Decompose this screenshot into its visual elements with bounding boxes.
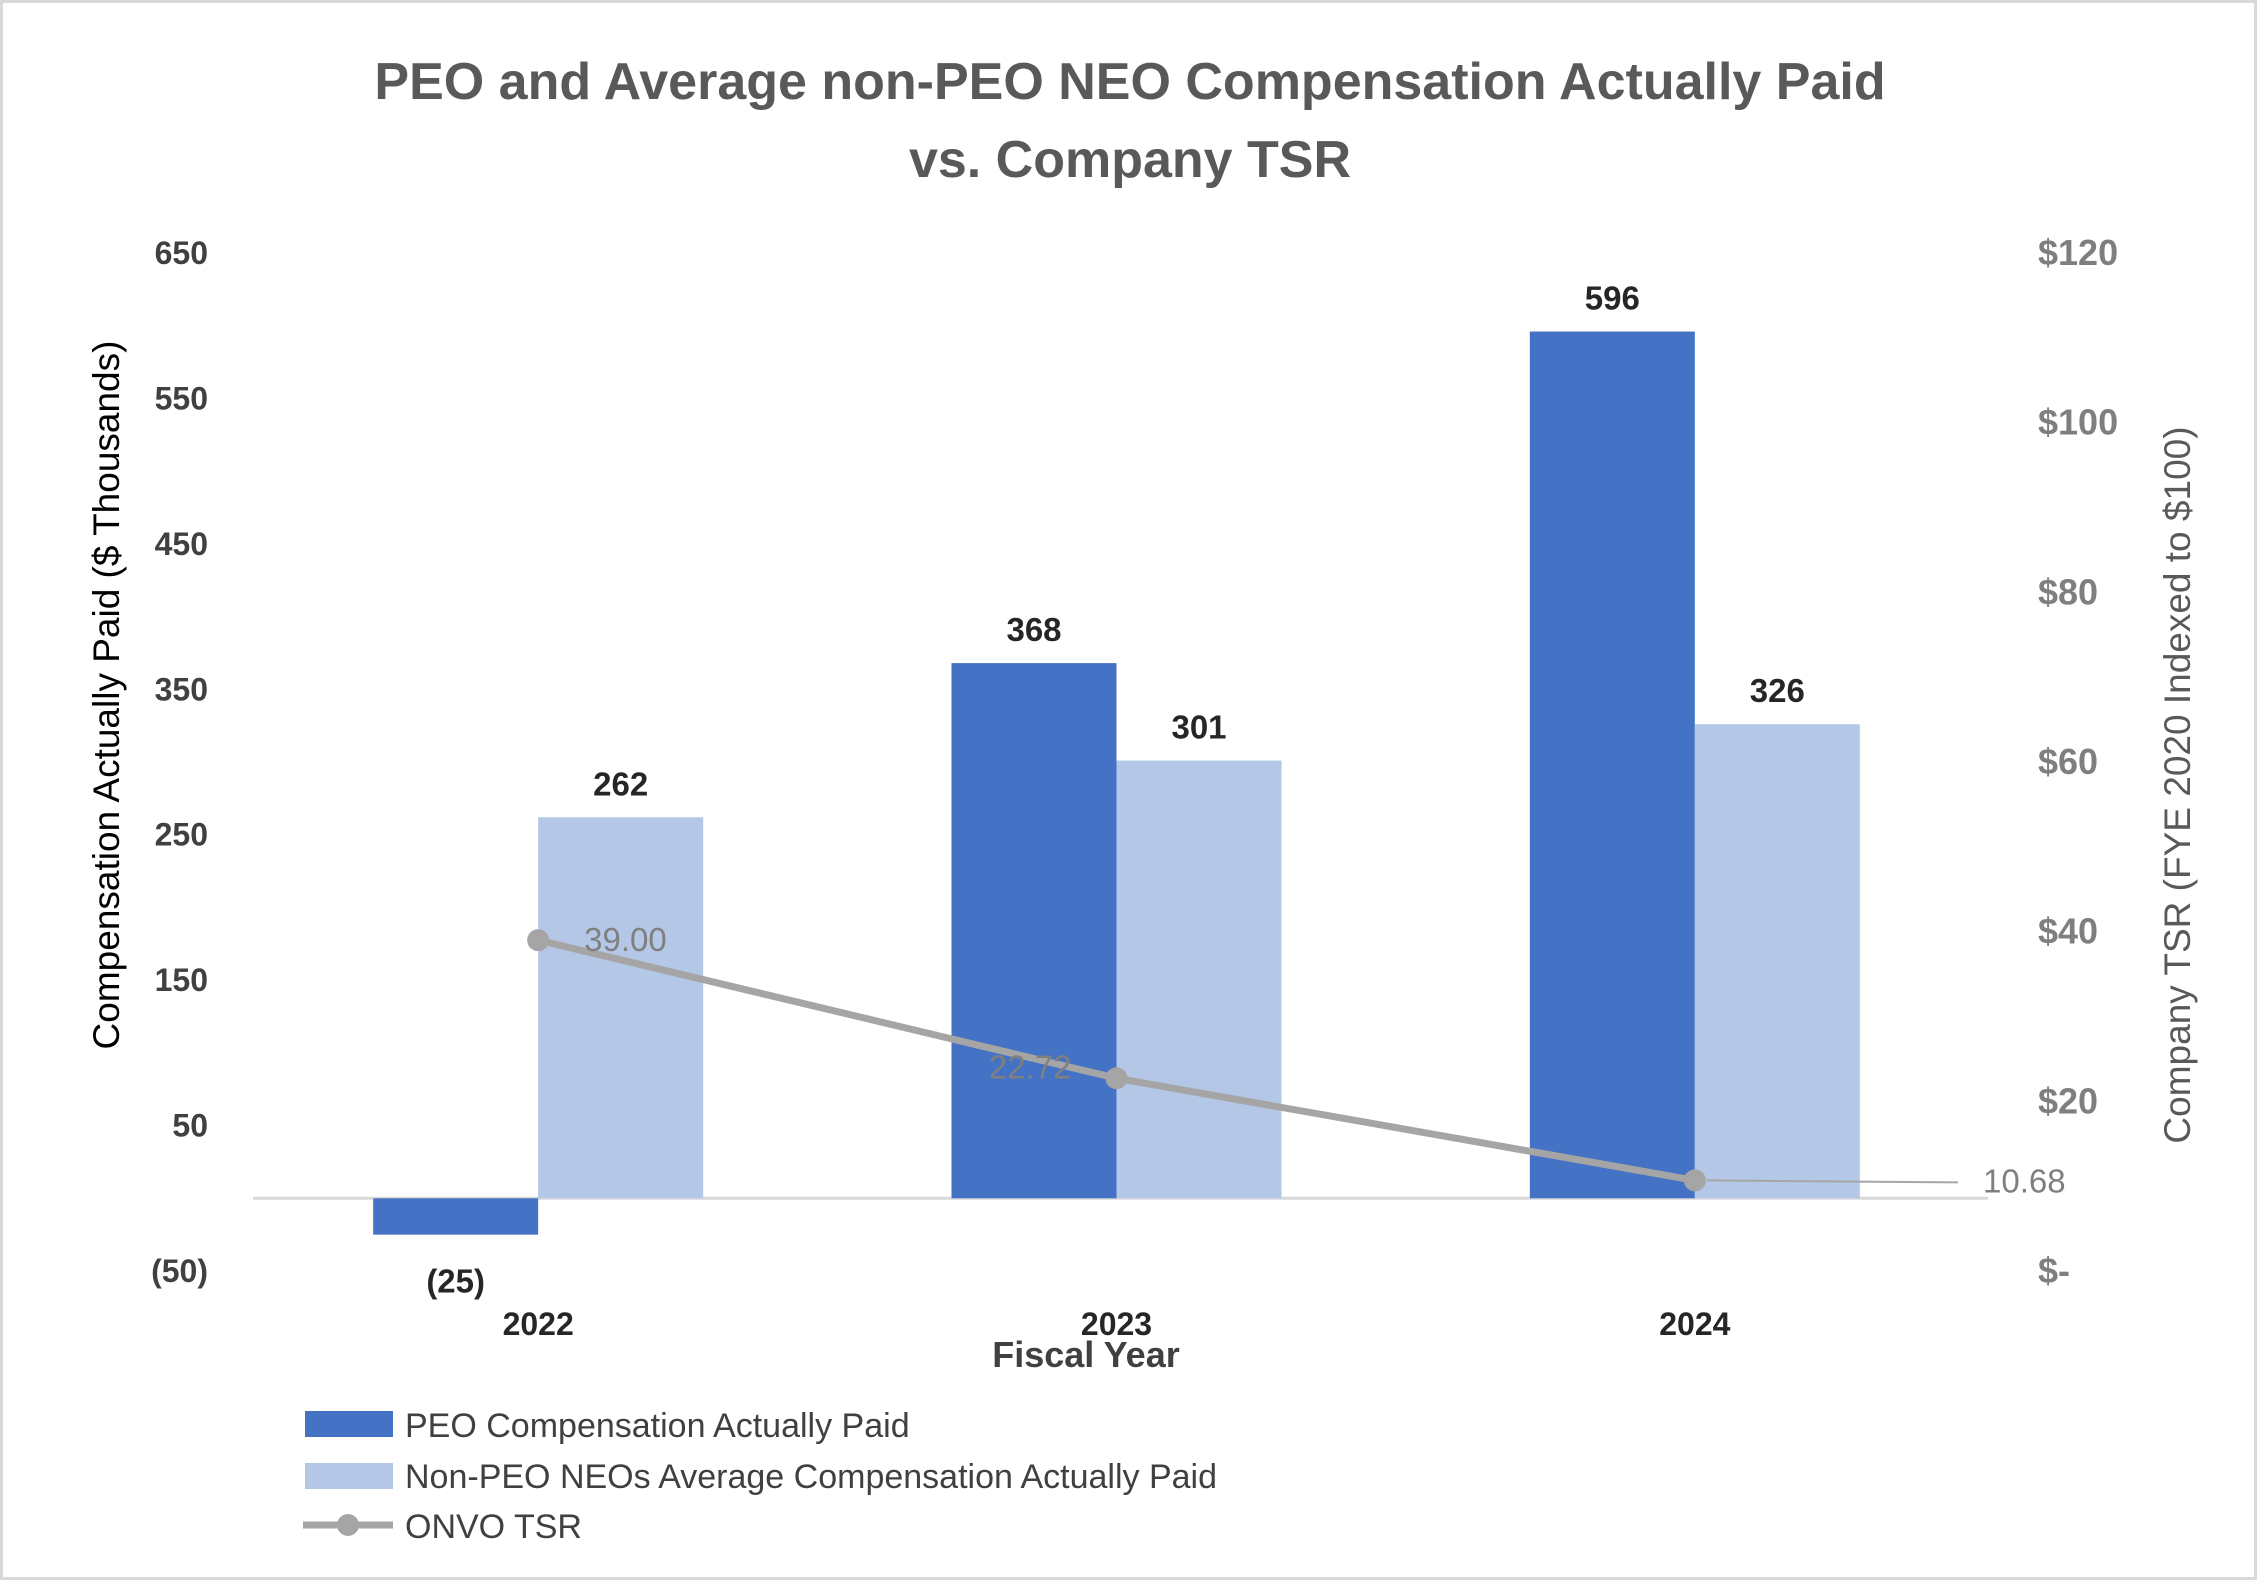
left-tick-label-4: 250 [155,817,208,853]
bars-group [373,331,1860,1235]
y-axis-title-right: Company TSR (FYE 2020 Indexed to $100) [2157,426,2198,1143]
right-tick-label-0: $120 [2038,232,2118,273]
tsr-label-2024: 10.68 [1983,1162,2066,1199]
bar-label-peo-2022: (25) [426,1263,485,1300]
bar-label-peo-2024: 596 [1585,280,1640,317]
bar-non-peo-2023 [1116,760,1282,1199]
bar-label-non-peo-2023: 301 [1171,709,1226,746]
right-tick-label-3: $60 [2038,741,2098,782]
left-tick-label-5: 150 [155,962,208,998]
x-tick-label-2023: 2023 [1081,1306,1152,1342]
bar-peo-2023 [951,663,1117,1199]
tsr-line-group: 39.00 22.72 10.68 [527,921,2066,1199]
chart-title-line-1: PEO and Average non-PEO NEO Compensation… [374,53,1885,111]
legend-label-peo: PEO Compensation Actually Paid [405,1407,910,1445]
bar-peo-2024 [1529,331,1695,1199]
chart-title-line-2: vs. Company TSR [909,131,1351,189]
x-tick-label-2024: 2024 [1659,1306,1730,1342]
bar-label-peo-2023: 368 [1006,611,1061,648]
right-axis-ticks: $120 $100 $80 $60 $40 $20 $- [2038,232,2118,1291]
right-tick-label-4: $40 [2038,911,2098,952]
legend-label-non-peo: Non-PEO NEOs Average Compensation Actual… [405,1458,1217,1496]
right-tick-label-6: $- [2038,1250,2070,1291]
left-tick-label-1: 550 [155,380,208,416]
tsr-label-2023: 22.72 [989,1048,1072,1085]
bar-non-peo-2022 [538,817,704,1199]
x-axis-title: Fiscal Year [992,1334,1180,1375]
tsr-label-leader-2024 [1706,1179,1959,1184]
right-tick-label-5: $20 [2038,1080,2098,1121]
x-axis-ticks: 2022 2023 2024 [503,1306,1731,1342]
bar-label-non-peo-2024: 326 [1750,672,1805,709]
bar-labels-group: (25) 368 596 262 301 326 [426,280,1805,1300]
bar-non-peo-2024 [1694,724,1860,1199]
right-tick-label-2: $80 [2038,571,2098,612]
left-tick-label-3: 350 [155,671,208,707]
left-tick-label-2: 450 [155,526,208,562]
tsr-marker-2023 [1105,1067,1128,1090]
legend-swatch-peo [305,1411,393,1437]
bar-label-non-peo-2022: 262 [593,765,648,802]
tsr-marker-2024 [1683,1169,1706,1192]
tsr-label-2022: 39.00 [584,921,667,958]
left-tick-label-6: 50 [172,1108,208,1144]
legend-swatch-tsr-marker [337,1514,359,1536]
left-axis-ticks: 650 550 450 350 250 150 50 (50) [151,235,208,1289]
legend-swatch-non-peo [305,1463,393,1489]
left-tick-label-7: (50) [151,1253,208,1289]
right-tick-label-1: $100 [2038,402,2118,443]
tsr-marker-2022 [527,929,550,952]
legend-label-tsr: ONVO TSR [405,1508,582,1546]
left-tick-label-0: 650 [155,235,208,271]
chart-svg: PEO and Average non-PEO NEO Compensation… [86,53,2198,1546]
bar-peo-2022 [373,1198,539,1235]
y-axis-title-left: Compensation Actually Paid ($ Thousands) [86,341,127,1050]
legend: PEO Compensation Actually Paid Non-PEO N… [303,1407,1217,1546]
x-tick-label-2022: 2022 [503,1306,574,1342]
